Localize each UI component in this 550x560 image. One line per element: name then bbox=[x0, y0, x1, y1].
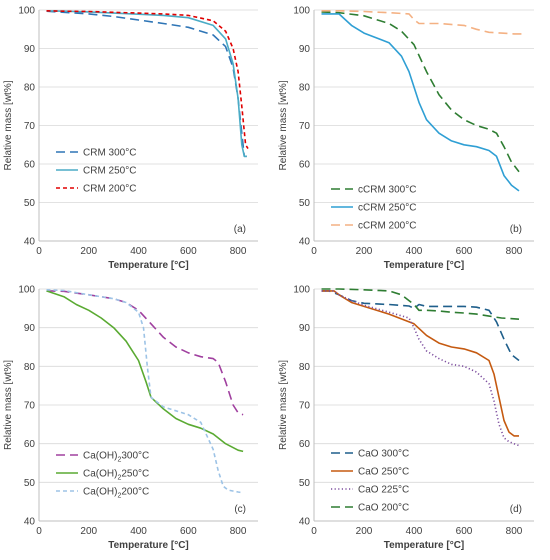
x-tick-label: 0 bbox=[311, 246, 317, 257]
y-tick-label: 90 bbox=[24, 44, 36, 55]
chart-panel-4: 40 50 60 70 80 90 100 0 200 400 600 800 Temperature … bbox=[278, 285, 534, 551]
y-tick-label: 40 bbox=[24, 517, 36, 528]
panel-label: (d) bbox=[510, 504, 522, 515]
panel-label: (c) bbox=[234, 504, 246, 515]
y-tick-label: 100 bbox=[18, 285, 35, 296]
series-line bbox=[46, 290, 244, 453]
x-axis-title: Temperature [°C] bbox=[384, 540, 465, 551]
x-axis-title: Temperature [°C] bbox=[384, 260, 465, 271]
x-tick-label: 400 bbox=[130, 526, 147, 537]
y-tick-label: 90 bbox=[24, 323, 36, 334]
x-tick-label: 0 bbox=[36, 526, 42, 537]
y-tick-label: 40 bbox=[299, 237, 311, 248]
x-axis-title: Temperature [°C] bbox=[108, 260, 189, 271]
y-tick-label: 70 bbox=[299, 401, 311, 412]
x-tick-label: 0 bbox=[36, 246, 42, 257]
y-tick-label: 90 bbox=[299, 44, 311, 55]
legend-entry: Ca(OH)2250°C bbox=[83, 469, 149, 482]
series-line bbox=[321, 288, 520, 320]
series-line bbox=[46, 10, 249, 150]
y-tick-label: 40 bbox=[299, 517, 311, 528]
legend-entry: CaO 300°C bbox=[358, 449, 409, 460]
y-tick-label: 70 bbox=[24, 401, 36, 412]
legend-entry: Ca(OH)2200°C bbox=[83, 487, 149, 500]
y-tick-label: 60 bbox=[299, 439, 311, 450]
y-tick-label: 70 bbox=[24, 121, 36, 132]
series-line bbox=[321, 290, 519, 437]
legend-entry: Ca(OH)2300°C bbox=[83, 451, 149, 464]
y-tick-label: 50 bbox=[299, 198, 311, 209]
x-tick-label: 800 bbox=[506, 246, 523, 257]
y-tick-label: 80 bbox=[299, 362, 311, 373]
x-tick-label: 600 bbox=[180, 526, 197, 537]
chart-panel-2: 40 50 60 70 80 90 100 0 200 400 600 800 Temperature … bbox=[278, 6, 534, 271]
y-tick-label: 50 bbox=[299, 478, 311, 489]
x-tick-label: 600 bbox=[180, 246, 197, 257]
series-line bbox=[321, 10, 522, 35]
x-tick-label: 200 bbox=[356, 246, 373, 257]
x-tick-label: 800 bbox=[230, 246, 247, 257]
y-tick-label: 80 bbox=[299, 83, 311, 94]
y-tick-label: 80 bbox=[24, 362, 36, 373]
series-line bbox=[321, 290, 520, 447]
x-axis-title: Temperature [°C] bbox=[108, 540, 189, 551]
series-line bbox=[321, 290, 520, 362]
chart-panel-1: 40 50 60 70 80 90 100 0 200 400 600 800 Temperature … bbox=[3, 6, 258, 271]
legend-entry: CaO 225°C bbox=[358, 485, 409, 496]
legend-entry: CaO 200°C bbox=[358, 503, 409, 514]
series-line bbox=[321, 11, 520, 173]
x-tick-label: 200 bbox=[356, 526, 373, 537]
x-tick-label: 400 bbox=[406, 526, 423, 537]
y-axis-title: Relative mass [wt%] bbox=[278, 80, 289, 170]
x-tick-label: 600 bbox=[456, 246, 473, 257]
legend-entry: cCRM 300°C bbox=[358, 185, 416, 196]
series-line bbox=[46, 10, 247, 158]
y-axis-title: Relative mass [wt%] bbox=[278, 360, 289, 450]
legend-entry: CRM 200°C bbox=[83, 184, 136, 195]
x-tick-label: 200 bbox=[80, 526, 97, 537]
x-tick-label: 800 bbox=[506, 526, 523, 537]
series-line bbox=[46, 10, 247, 158]
legend-entry: CaO 250°C bbox=[358, 467, 409, 478]
y-tick-label: 90 bbox=[299, 323, 311, 334]
x-tick-label: 0 bbox=[311, 526, 317, 537]
y-tick-label: 100 bbox=[18, 6, 35, 17]
y-tick-label: 100 bbox=[293, 6, 310, 17]
x-tick-label: 800 bbox=[230, 526, 247, 537]
chart-panel-3: 40 50 60 70 80 90 100 0 200 400 600 800 Temperature … bbox=[3, 285, 258, 551]
y-tick-label: 50 bbox=[24, 198, 36, 209]
y-tick-label: 80 bbox=[24, 83, 36, 94]
legend-entry: CRM 300°C bbox=[83, 148, 136, 159]
y-tick-label: 60 bbox=[299, 160, 311, 171]
legend-entry: cCRM 250°C bbox=[358, 203, 416, 214]
y-tick-label: 50 bbox=[24, 478, 36, 489]
x-tick-label: 600 bbox=[456, 526, 473, 537]
x-tick-label: 200 bbox=[80, 246, 97, 257]
y-tick-label: 100 bbox=[293, 285, 310, 296]
x-tick-label: 400 bbox=[406, 246, 423, 257]
y-axis-title: Relative mass [wt%] bbox=[3, 80, 14, 170]
legend-entry: CRM 250°C bbox=[83, 166, 136, 177]
y-tick-label: 70 bbox=[299, 121, 311, 132]
panel-label: (b) bbox=[510, 224, 522, 235]
x-tick-label: 400 bbox=[130, 246, 147, 257]
y-axis-title: Relative mass [wt%] bbox=[3, 360, 14, 450]
y-tick-label: 40 bbox=[24, 237, 36, 248]
series-line bbox=[46, 290, 244, 416]
y-tick-label: 60 bbox=[24, 439, 36, 450]
legend-entry: cCRM 200°C bbox=[358, 221, 416, 232]
series-line bbox=[46, 289, 244, 494]
panel-label: (a) bbox=[234, 224, 246, 235]
y-tick-label: 60 bbox=[24, 160, 36, 171]
series-line bbox=[321, 13, 520, 192]
